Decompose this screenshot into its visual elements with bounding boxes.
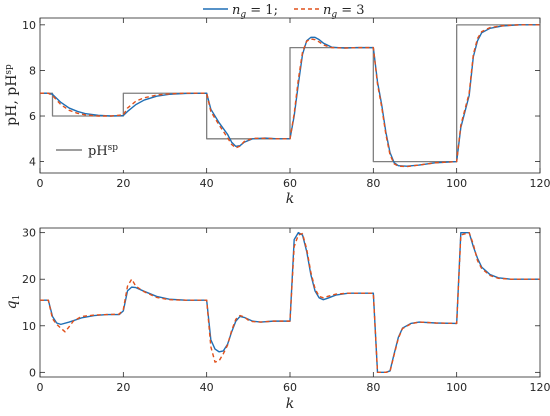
q1-series-ng3 <box>40 231 540 374</box>
ph-series-setpoint <box>40 24 540 163</box>
ph-xtick-label: 40 <box>200 177 214 190</box>
ph-xtick-label: 80 <box>366 177 380 190</box>
q1-subplot: 0 20 40 60 80 100 120 0 10 20 30 q1 k <box>4 227 550 412</box>
ph-xtick-label: 0 <box>37 177 44 190</box>
q1-ytick-label: 30 <box>22 227 36 240</box>
ph-xlabel: k <box>286 191 294 207</box>
q1-xtick-label: 60 <box>283 381 297 394</box>
legend-label-ng3: ng = 3 <box>323 3 365 20</box>
ph-xtick-label: 20 <box>116 177 130 190</box>
ph-ytick-label: 4 <box>29 156 36 169</box>
ph-ytick-label: 6 <box>29 110 36 123</box>
q1-xtick-label: 20 <box>116 381 130 394</box>
q1-ytick-label: 0 <box>29 366 36 379</box>
setpoint-legend: pHsp <box>44 140 134 170</box>
q1-xtick-label: 100 <box>446 381 467 394</box>
q1-xlabel: k <box>286 396 294 412</box>
ph-ytick-label: 10 <box>22 19 36 32</box>
ph-ytick-label: 8 <box>29 64 36 77</box>
q1-xtick-label: 120 <box>530 381 550 394</box>
ph-xtick-label: 60 <box>283 177 297 190</box>
ph-xtick-label: 120 <box>530 177 550 190</box>
q1-ylabel: q1 <box>4 295 22 310</box>
q1-series-ng1 <box>40 231 540 374</box>
q1-ytick-label: 10 <box>22 320 36 333</box>
q1-plot-frame <box>39 227 541 378</box>
q1-ytick-label: 20 <box>22 273 36 286</box>
setpoint-legend-label: pHsp <box>88 143 118 159</box>
setpoint-legend-box <box>44 140 134 170</box>
ph-ylabel: pH, pHsp <box>4 64 20 126</box>
ph-subplot: 0 20 40 60 80 100 120 4 6 8 10 pH, pHsp k pHsp <box>4 17 550 207</box>
q1-xtick-label: 0 <box>37 381 44 394</box>
q1-xtick-label: 40 <box>200 381 214 394</box>
legend-label-ng1: ng = 1; <box>232 3 278 20</box>
top-legend: ng = 1; ng = 3 <box>203 3 365 20</box>
q1-xtick-label: 80 <box>366 381 380 394</box>
ph-xtick-label: 100 <box>446 177 467 190</box>
